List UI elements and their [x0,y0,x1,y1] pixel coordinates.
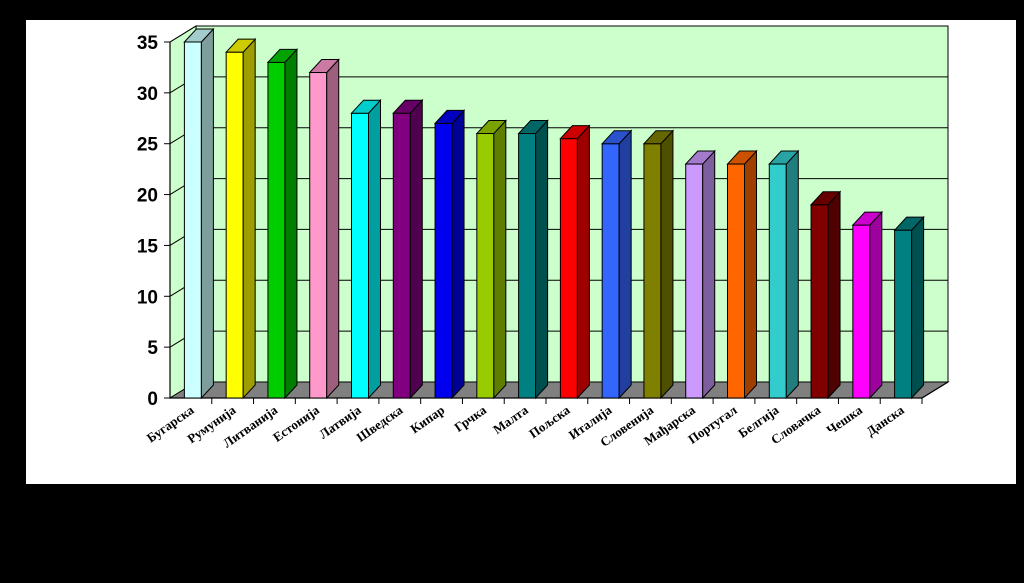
bar-front [559,138,578,399]
bar-side [535,119,549,400]
bar-front [267,61,286,399]
bar [642,129,675,400]
bar-chart: 0 5 10 15 20 25 30 35 БугарскаРумунијаЛитванија… [137,25,950,451]
bar-front [643,143,662,399]
y-tick-label: 35 [137,33,159,54]
bar-top [266,48,299,63]
bars [183,27,925,400]
bar [433,109,466,400]
y-tick-label: 25 [137,135,159,156]
x-tick-labels: БугарскаРумунијаЛитванијаЕстонијаЛатвија… [144,402,907,451]
y-tick-label: 5 [147,338,158,359]
bar-top [517,120,549,135]
bar-top [225,38,257,53]
x-tick-label: Пољска [526,402,573,441]
x-tick-label: Малта [490,402,531,437]
bar-side [242,37,256,400]
bar-side [493,119,507,400]
bar [851,210,883,400]
bar-top [559,125,591,140]
y-tick-label: 15 [137,236,159,257]
y-tick-label: 0 [147,389,158,410]
bar [726,149,758,400]
bar-front [810,204,829,399]
bar-side [869,210,883,400]
bar-front [351,112,369,399]
bar-top [183,28,215,43]
bar-top [768,150,800,165]
bar-side [284,48,298,400]
bar-side [660,129,674,400]
bar-side [326,58,340,400]
bar-front [894,229,913,399]
bar [308,58,340,400]
bar-side [368,98,381,400]
bar [392,98,424,400]
bar [684,149,716,400]
bar-side [702,149,716,400]
x-tick-label: Грчка [451,402,489,435]
bar-front [183,41,202,399]
x-tick-label: Чешка [824,402,866,438]
bar-front [768,163,787,399]
bar-top [350,99,382,114]
x-tick-label: Естонија [270,402,322,445]
bar [350,98,382,400]
bar-front [434,122,453,399]
bar-side [618,129,632,400]
x-tick-label: Кипар [407,402,447,436]
axes [164,41,949,404]
bar-side [576,124,590,400]
bar-front [852,224,871,399]
bar-top [893,216,925,231]
x-tick-label: Шведска [353,402,405,445]
bar-side [200,27,214,400]
y-tick-labels: 0 5 10 15 20 25 30 35 [137,33,159,410]
y-tick-label: 30 [137,84,158,105]
y-tick-label: 20 [137,186,158,207]
bar-side [785,149,799,400]
bar-top [642,130,675,145]
bar [183,27,215,400]
chart-frame: 0 5 10 15 20 25 30 35 Бугарска Румунија Литванија… [26,20,1016,484]
bar-top [392,99,424,114]
bar [559,124,591,400]
bar-front [685,163,704,399]
bar-top [809,191,842,206]
bar-front [309,72,328,399]
bar [475,119,507,400]
bar-top [475,120,507,135]
bar-front [392,112,411,399]
y-tick-label: 10 [137,287,158,308]
bar [601,129,633,400]
x-tick-label: Данска [863,402,907,439]
bar-front [476,133,495,399]
bar-front [225,51,244,399]
bar-side [409,98,423,400]
bar-side [827,190,841,400]
bar-front [518,133,537,399]
bar [266,48,299,400]
gridline [169,25,948,43]
bar-top [433,109,466,124]
bar-top [308,59,340,74]
bar-top [726,150,758,165]
bar-top [851,211,883,226]
bar-top [684,150,716,165]
floor-edge [921,381,949,399]
bar [809,190,842,400]
bar-side [744,149,757,400]
bar [768,149,800,400]
bar [517,119,549,400]
bar-top [601,130,633,145]
bar [893,215,925,400]
bar-side [911,215,925,400]
bar-side [451,109,465,400]
bar-front [601,143,620,399]
bar-front [727,163,745,399]
bar [225,37,257,400]
